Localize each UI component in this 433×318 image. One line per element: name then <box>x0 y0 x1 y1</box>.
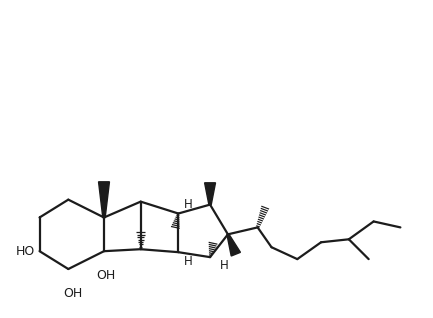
Text: OH: OH <box>64 287 83 300</box>
Polygon shape <box>227 234 240 256</box>
Polygon shape <box>205 183 216 204</box>
Text: H: H <box>184 198 193 211</box>
Text: OH: OH <box>97 269 116 282</box>
Polygon shape <box>99 182 110 218</box>
Text: H: H <box>184 255 193 268</box>
Text: HO: HO <box>15 245 35 258</box>
Text: H: H <box>220 259 229 272</box>
